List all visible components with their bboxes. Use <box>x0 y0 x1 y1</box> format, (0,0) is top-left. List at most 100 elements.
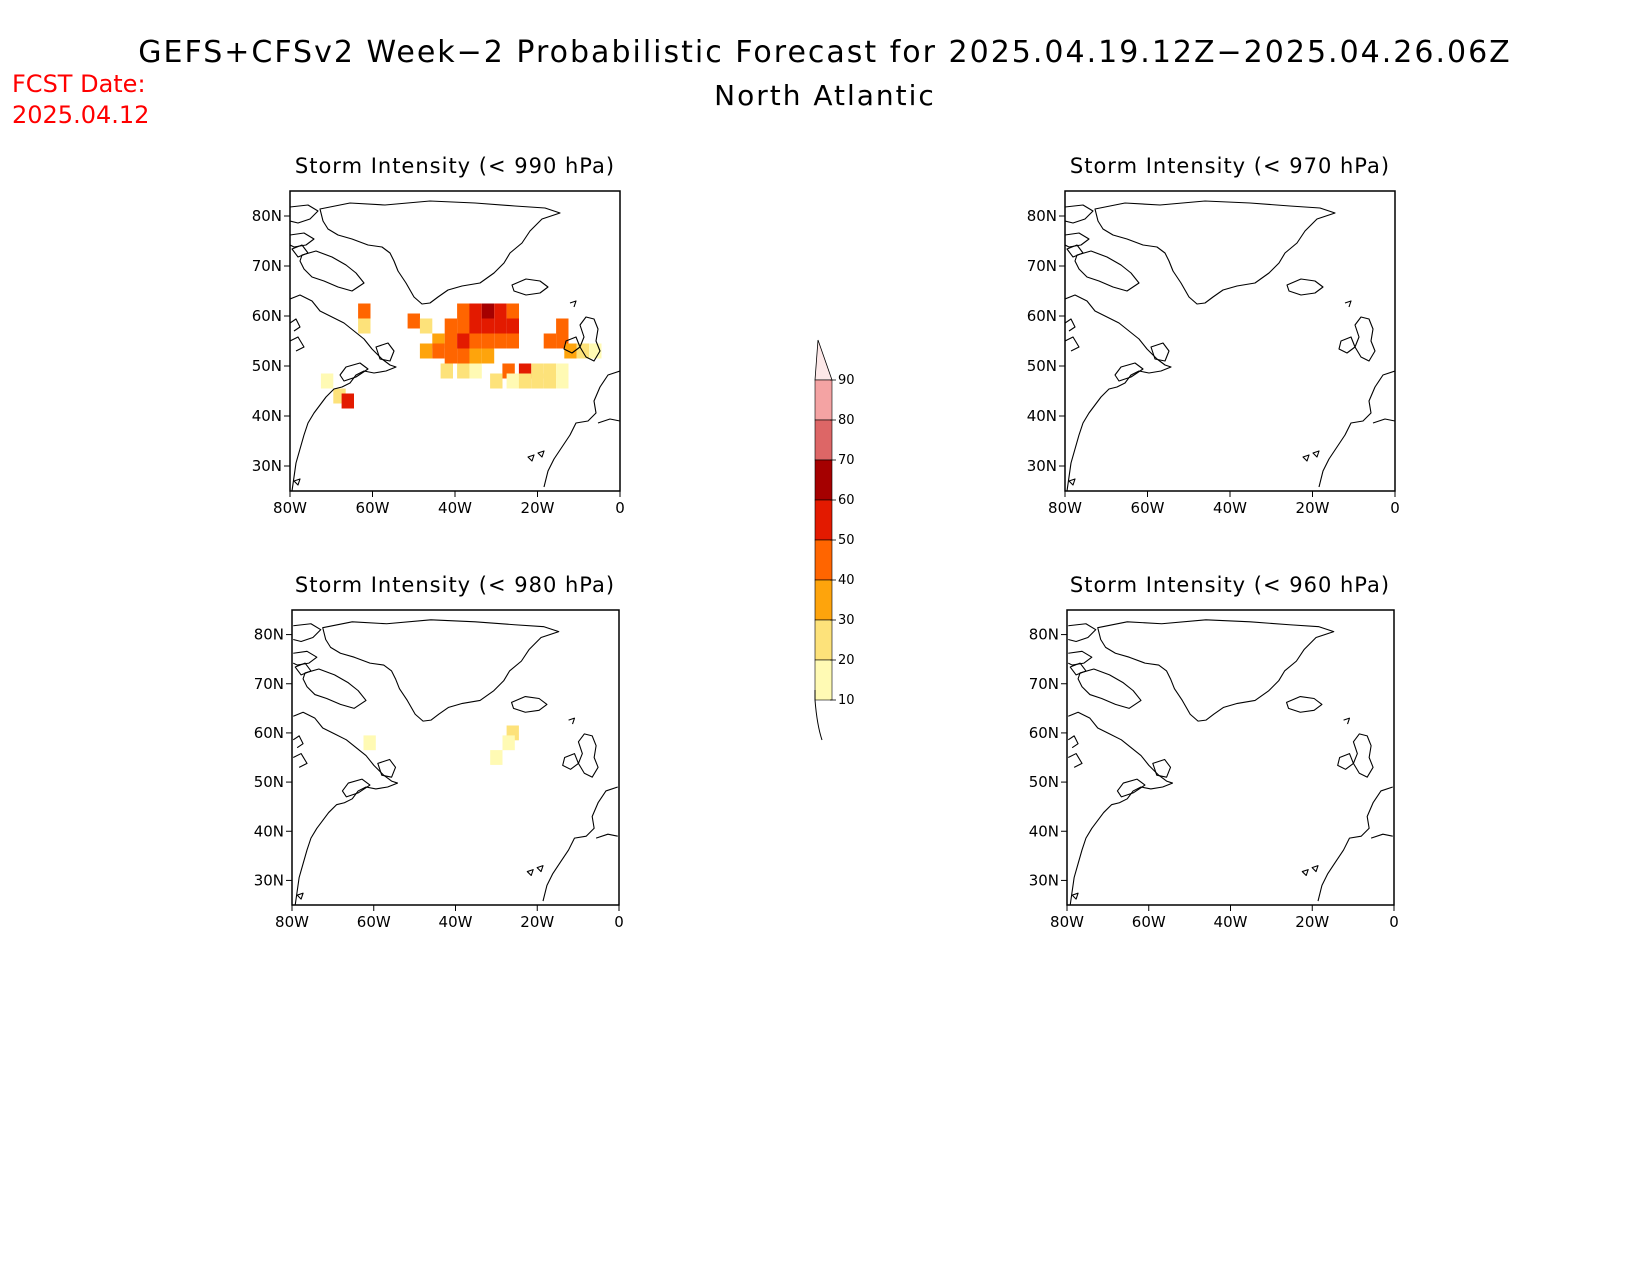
lon-tick-label: 80W <box>1048 499 1082 517</box>
probability-cell <box>444 333 458 349</box>
probability-cell <box>481 303 495 319</box>
lat-tick-label: 30N <box>1029 871 1059 889</box>
probability-cell <box>481 318 495 334</box>
probability-cell <box>469 303 482 319</box>
probability-cell <box>419 318 433 334</box>
figure-title: GEFS+CFSv2 Week−2 Probabilistic Forecast… <box>138 35 1511 70</box>
probability-cell <box>358 318 371 334</box>
probability-cell <box>481 348 495 364</box>
probability-cell <box>481 333 495 349</box>
lat-tick-label: 50N <box>1027 357 1057 375</box>
lon-tick-label: 20W <box>1296 499 1330 517</box>
lat-tick-label: 70N <box>1027 257 1057 275</box>
lon-tick-label: 80W <box>275 913 309 931</box>
probability-cell <box>320 373 334 389</box>
lat-tick-label: 80N <box>1027 207 1057 225</box>
colorbar-box <box>814 659 833 701</box>
probability-cell <box>444 348 458 364</box>
colorbar-label: 30 <box>838 613 855 628</box>
lat-tick-label: 80N <box>1029 626 1059 644</box>
colorbar: 10 20 30 40 50 60 70 80 90 <box>814 339 855 741</box>
lat-tick-label: 50N <box>1029 773 1059 791</box>
map-panel-2: Storm Intensity (< 970 hPa) 80N 70N 60N 50N 4… <box>1027 154 1400 517</box>
probability-cell <box>407 313 420 329</box>
fcst-date-value: 2025.04.12 <box>12 101 149 129</box>
colorbar-label: 90 <box>838 373 855 388</box>
probability-cell <box>457 318 470 334</box>
coastline <box>292 619 619 905</box>
colorbar-label: 80 <box>838 413 855 428</box>
probability-cell <box>506 333 519 349</box>
lon-tick-label: 40W <box>439 913 473 931</box>
probability-cell <box>490 750 503 765</box>
probability-cell <box>358 303 371 319</box>
probability-cell <box>341 393 354 409</box>
colorbar-label: 40 <box>838 573 855 588</box>
colorbar-box <box>814 419 833 461</box>
panel-title: Storm Intensity (< 980 hPa) <box>295 573 615 597</box>
probability-cell <box>494 303 507 319</box>
lon-tick-label: 0 <box>615 499 625 517</box>
lon-tick-label: 40W <box>438 499 472 517</box>
probability-cell <box>543 333 557 349</box>
lon-tick-label: 60W <box>356 499 390 517</box>
lon-tick-label: 20W <box>521 499 555 517</box>
lat-tick-label: 60N <box>1027 307 1057 325</box>
lat-tick-label: 50N <box>252 357 282 375</box>
map-panel-3: Storm Intensity (< 980 hPa) 80N 70N 60N 50N 4… <box>254 573 624 931</box>
panel-title: Storm Intensity (< 960 hPa) <box>1070 573 1390 597</box>
lon-tick-label: 60W <box>357 913 391 931</box>
probability-cell <box>518 373 532 389</box>
coastline <box>1065 200 1395 491</box>
probability-cell <box>432 343 445 359</box>
lon-tick-label: 80W <box>273 499 307 517</box>
lat-tick-label: 40N <box>1027 407 1057 425</box>
probability-cell <box>440 363 453 379</box>
colorbar-box <box>814 619 833 661</box>
lon-tick-label: 20W <box>1295 913 1329 931</box>
colorbar-label: 70 <box>838 453 855 468</box>
probability-cell <box>457 333 470 349</box>
lat-tick-label: 70N <box>252 257 282 275</box>
probability-cell <box>469 333 482 349</box>
lon-tick-label: 40W <box>1213 499 1247 517</box>
panel-title: Storm Intensity (< 990 hPa) <box>295 154 615 178</box>
map-panels: Storm Intensity (< 990 hPa) 80N 70N 60N 50N 4… <box>252 154 1400 931</box>
probability-cell <box>531 373 544 389</box>
figure-subtitle: North Atlantic <box>714 79 936 112</box>
colorbar-label: 50 <box>838 533 855 548</box>
fcst-date-label: FCST Date: <box>12 70 146 98</box>
panel-title: Storm Intensity (< 970 hPa) <box>1070 154 1390 178</box>
probability-cell <box>506 373 519 389</box>
lat-tick-label: 40N <box>252 407 282 425</box>
probability-cell <box>457 348 470 364</box>
map-panel-1: Storm Intensity (< 990 hPa) 80N 70N 60N 50N 4… <box>252 154 625 517</box>
lat-tick-label: 60N <box>254 724 284 742</box>
probability-cell <box>419 343 433 359</box>
lon-tick-label: 60W <box>1132 913 1166 931</box>
colorbar-box <box>814 379 833 421</box>
colorbar-label: 60 <box>838 493 855 508</box>
lat-tick-label: 60N <box>252 307 282 325</box>
lon-tick-label: 40W <box>1214 913 1248 931</box>
probability-cell <box>490 373 503 389</box>
probability-cell <box>506 318 519 334</box>
lat-tick-label: 80N <box>254 626 284 644</box>
map-panel-4: Storm Intensity (< 960 hPa) 80N 70N 60N 50N 4… <box>1029 573 1399 931</box>
probability-cell <box>457 363 470 379</box>
colorbar-bottom-tail <box>814 690 823 741</box>
map-frame <box>1066 609 1395 906</box>
colorbar-box <box>814 579 833 621</box>
lat-tick-label: 40N <box>254 822 284 840</box>
probability-cell <box>556 318 569 334</box>
colorbar-label: 20 <box>838 653 855 668</box>
probability-cell <box>457 303 470 319</box>
probability-cell <box>564 343 577 359</box>
probability-cell <box>469 318 482 334</box>
colorbar-box <box>814 459 833 501</box>
probability-cell <box>444 318 458 334</box>
colorbar-top-triangle <box>814 339 833 381</box>
probability-cell <box>469 363 482 379</box>
lat-tick-label: 70N <box>254 675 284 693</box>
